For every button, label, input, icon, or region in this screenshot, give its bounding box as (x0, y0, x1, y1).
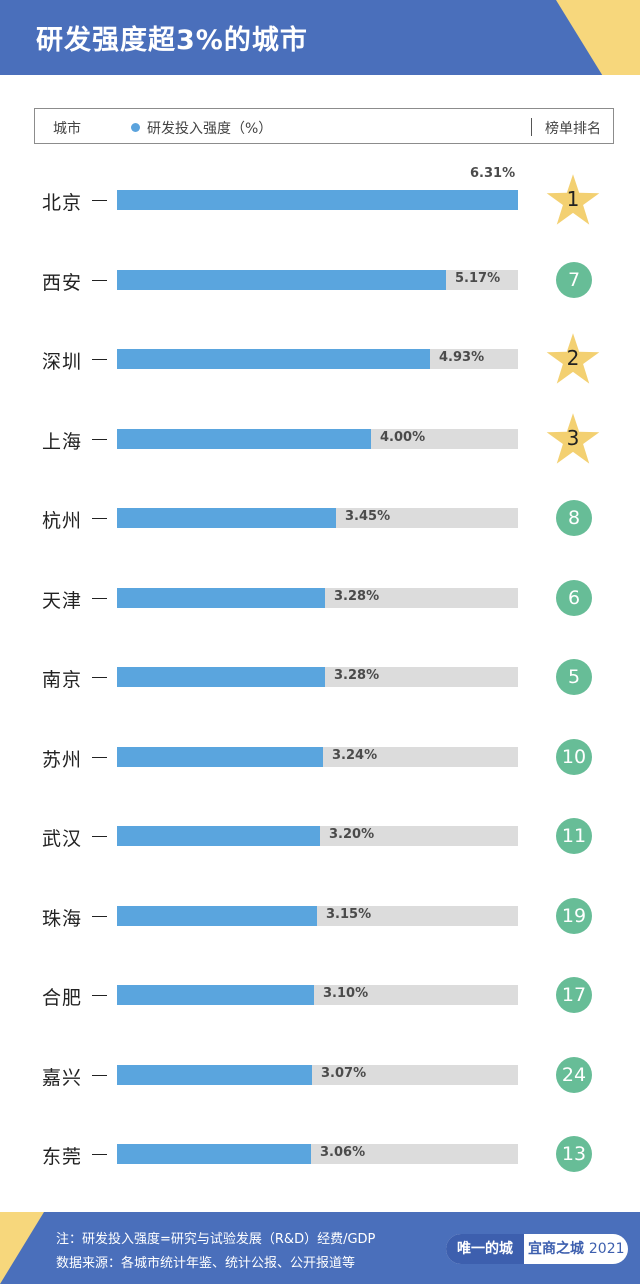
chart-row: 珠海 3.15% 19 (0, 876, 640, 956)
bar (117, 428, 371, 449)
city-label: 合肥 (42, 987, 83, 1009)
bar (117, 667, 325, 687)
bar (117, 1144, 311, 1164)
chart-row: 东莞 3.06% 13 (0, 1114, 640, 1194)
bar (117, 349, 430, 369)
brand-right-name: 宜商之城 (528, 1241, 584, 1257)
label-tick-mark (92, 438, 107, 440)
bar (117, 269, 446, 290)
chart-row: 南京 3.28% 5 (0, 637, 640, 717)
label-tick-mark (92, 915, 107, 917)
city-label: 东莞 (42, 1146, 83, 1168)
rank-badge: 19 (556, 897, 592, 934)
city-label: 南京 (42, 669, 83, 691)
rank-star-icon (546, 333, 600, 384)
label-tick-mark (92, 836, 107, 837)
bar-value-label: 3.15% (326, 906, 372, 922)
footer-banner: 注：研发投入强度=研究与试验发展（R&D）经费/GDP 数据来源：各城市统计年鉴… (0, 1212, 640, 1284)
rank-star-icon (546, 412, 600, 464)
bar-value-label: 3.28% (334, 588, 380, 604)
bar-value-label: 5.17% (455, 270, 501, 286)
footer-note: 注：研发投入强度=研究与试验发展（R&D）经费/GDP (56, 1232, 376, 1247)
chart-row: 西安 5.17% 7 (0, 240, 640, 320)
city-label: 杭州 (42, 510, 83, 532)
bar (117, 826, 320, 846)
bar-value-label: 4.93% (439, 350, 485, 365)
city-label: 上海 (42, 430, 83, 453)
label-tick-mark (92, 995, 107, 996)
bar-value-label: 3.20% (329, 827, 375, 842)
city-label: 深圳 (42, 351, 83, 373)
city-label: 武汉 (42, 828, 83, 850)
legend-series-name: 研发投入强度（%） (147, 121, 273, 137)
rank-badge: 7 (556, 261, 592, 298)
label-tick-mark (92, 279, 107, 281)
bar-value-label: 3.10% (323, 986, 369, 1001)
bar-value-label: 3.45% (345, 509, 391, 524)
legend-divider (531, 118, 532, 136)
label-tick-mark (92, 756, 107, 758)
label-tick-mark (92, 518, 107, 519)
legend-rank-column: 榜单排名 (545, 121, 601, 137)
brand-right-text: 宜商之城 2021 (528, 1234, 625, 1264)
rank-badge: 8 (556, 500, 592, 536)
city-label: 北京 (42, 192, 83, 214)
chart-row: 天津 3.28% 6 (0, 558, 640, 638)
label-tick-mark (92, 1154, 107, 1155)
chart-row: 武汉 3.20% 11 (0, 796, 640, 876)
bar (117, 746, 323, 767)
brand-year: 2021 (588, 1241, 625, 1257)
bar (117, 1064, 312, 1085)
chart-row: 嘉兴 3.07% 24 (0, 1035, 640, 1115)
rank-badge: 11 (556, 818, 592, 854)
label-tick-mark (92, 677, 107, 678)
rank-star-icon (546, 174, 600, 225)
rank-badge: 5 (556, 659, 592, 695)
bar (117, 508, 336, 528)
city-label: 嘉兴 (42, 1066, 83, 1089)
chart-row: 合肥 3.10% 17 (0, 955, 640, 1035)
rank-badge: 24 (556, 1056, 592, 1093)
page-title: 研发强度超3%的城市 (36, 25, 308, 56)
legend-city-column: 城市 (53, 121, 81, 137)
label-tick-mark (92, 359, 107, 360)
chart-row: 杭州 3.45% 8 (0, 478, 640, 558)
chart-legend: 城市 研发投入强度（%） 榜单排名 (34, 108, 614, 144)
bar-value-label: 6.31% (470, 166, 516, 181)
header-accent-corner (556, 0, 640, 75)
brand-logo: 唯一的城 宜商之城 2021 (446, 1234, 628, 1264)
chart-row: 深圳 4.93% 2 (0, 319, 640, 399)
rank-badge: 13 (556, 1136, 592, 1172)
footer-source: 数据来源：各城市统计年鉴、统计公报、公开报道等 (56, 1256, 356, 1271)
header-banner: 研发强度超3%的城市 (0, 0, 640, 75)
bar (117, 190, 518, 210)
city-label: 苏州 (42, 748, 83, 771)
city-label: 天津 (42, 589, 83, 612)
footer-accent-corner (0, 1212, 44, 1284)
label-tick-mark (92, 597, 107, 599)
rank-number: 3 (566, 425, 580, 450)
bar-value-label: 3.28% (334, 668, 380, 683)
rank-badge: 17 (556, 977, 592, 1013)
bar (117, 587, 325, 608)
city-label: 珠海 (42, 907, 83, 930)
label-tick-mark (92, 1074, 107, 1076)
bar (117, 905, 317, 926)
rank-number: 2 (566, 346, 580, 370)
city-label: 西安 (42, 271, 83, 294)
rank-badge: 10 (556, 738, 592, 775)
rank-badge: 6 (556, 579, 592, 616)
legend-series-dot-icon (131, 123, 140, 132)
chart-row: 上海 4.00% 3 (0, 399, 640, 479)
bar-value-label: 4.00% (380, 429, 426, 445)
bar-value-label: 3.24% (332, 747, 378, 763)
bar-value-label: 3.07% (321, 1065, 367, 1081)
brand-left-text: 唯一的城 (446, 1234, 524, 1264)
bar-value-label: 3.06% (320, 1145, 366, 1160)
chart-row: 苏州 3.24% 10 (0, 717, 640, 797)
label-tick-mark (92, 200, 107, 201)
chart-row: 北京 6.31% 1 (0, 160, 640, 240)
bar (117, 985, 314, 1005)
rank-number: 1 (566, 187, 580, 211)
